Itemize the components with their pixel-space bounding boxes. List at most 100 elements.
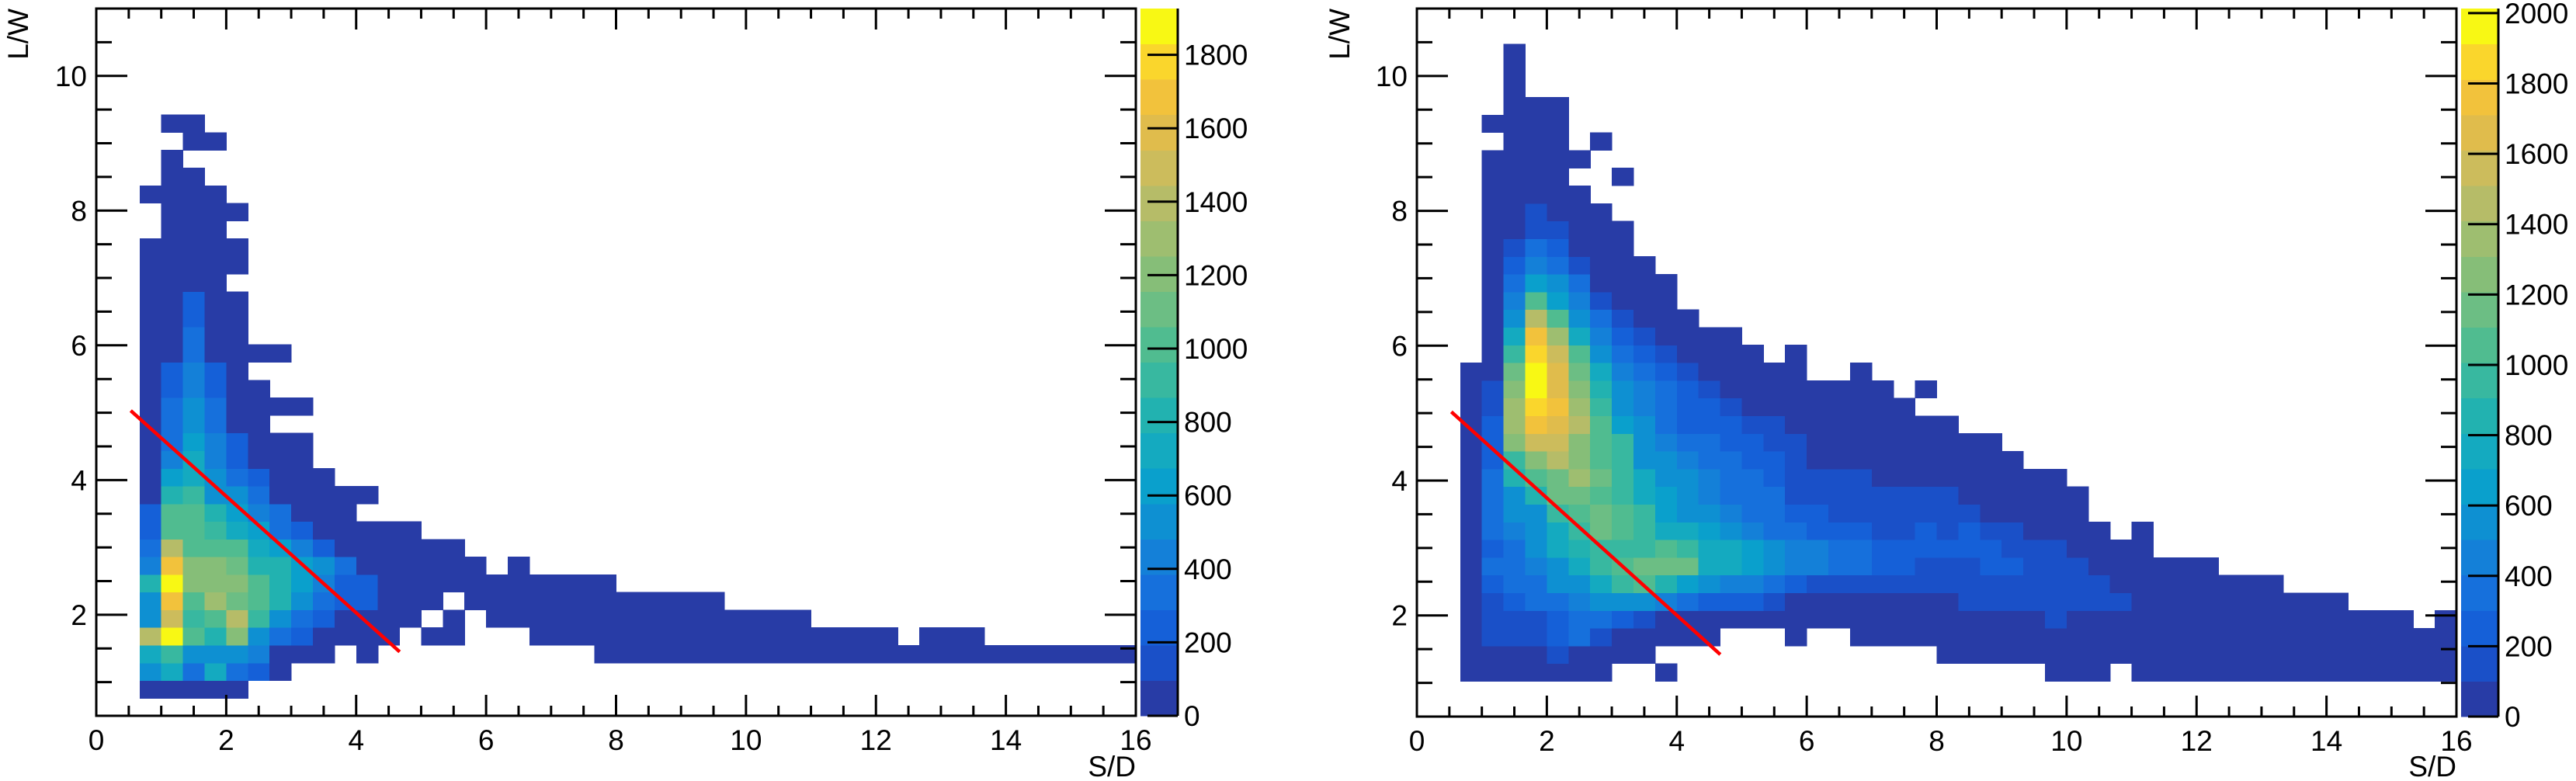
heatmap-bin [1676,592,1699,611]
heatmap-bin [1828,486,1851,505]
heatmap-bin [508,609,530,628]
heatmap-bin [161,609,184,628]
heatmap-bin [291,609,314,628]
heatmap-bin [1698,363,1721,381]
heatmap-bin [1525,309,1547,328]
heatmap-bin [399,521,422,540]
heatmap-bin [1785,522,1807,540]
heatmap-bin [2283,663,2306,682]
heatmap-bin [1568,645,1591,665]
heatmap-bin [139,450,162,469]
heatmap-bin [1785,468,1807,488]
heatmap-bin [1525,645,1547,665]
heatmap-bin [291,468,314,487]
heatmap-bin [2175,574,2197,593]
heatmap-bin [1698,451,1721,470]
heatmap-bin [248,662,270,682]
heatmap-bin [269,644,292,664]
heatmap-bin [1720,397,1742,416]
heatmap-bin [377,627,401,646]
heatmap-bin [1590,433,1613,452]
heatmap-bin [1763,468,1786,488]
heatmap-bin [1092,644,1115,664]
heatmap-bin [182,592,206,610]
heatmap-bin [529,592,552,610]
heatmap-bin [1612,256,1634,275]
heatmap-bin [1547,610,1569,629]
heatmap-bin [139,362,162,380]
heatmap-bin [1936,592,1959,611]
heatmap-bin [1547,203,1569,222]
colorbar-tick-label: 1000 [1184,333,1248,365]
heatmap-bin [1936,504,1959,522]
heatmap-bin [940,627,963,646]
heatmap-bin [1460,663,1483,682]
heatmap-bin [182,344,206,363]
colorbar-band [2461,256,2498,293]
heatmap-bin [1871,486,1894,505]
heatmap-bin [204,539,227,557]
heatmap-bin [1612,274,1634,293]
heatmap-bin [1828,415,1851,434]
heatmap-bin [226,397,248,416]
y-tick-label: 6 [71,330,87,362]
heatmap-bin [1633,540,1656,558]
heatmap-bin [1503,150,1526,168]
heatmap-bin [2023,557,2046,576]
heatmap-bin [161,521,184,540]
heatmap-bin [204,450,227,469]
heatmap-bin [2175,628,2197,647]
heatmap-bin [1547,168,1569,186]
heatmap-bin [248,592,270,610]
heatmap-bin [182,432,206,451]
heatmap-bin [1654,628,1678,647]
colorbar-band [1140,291,1178,328]
heatmap-bin [1612,468,1634,488]
heatmap-bin [139,326,162,345]
heatmap-bin [356,627,379,646]
heatmap-bin [161,203,184,221]
colorbar-tick-label: 200 [2505,630,2553,662]
heatmap-bin [1568,309,1591,328]
heatmap-bin [1547,557,1569,576]
heatmap-bin [1612,504,1634,522]
heatmap-bin [248,450,270,469]
heatmap-bin [226,592,248,610]
heatmap-bin [1936,628,1959,647]
heatmap-bin [1525,238,1547,257]
heatmap-bin [182,468,206,487]
heatmap-bin [1503,274,1526,293]
heatmap-bin [1114,644,1137,664]
heatmap-bin [2001,540,2024,558]
heatmap-bin [594,644,617,664]
heatmap-bin [1936,540,1959,558]
colorbar-band [1140,644,1178,682]
heatmap-bin [2001,522,2024,540]
colorbar-band [1140,680,1178,717]
heatmap-bin [1612,592,1634,611]
heatmap-bin [2283,610,2306,629]
heatmap-bin [1590,610,1613,629]
colorbar-band [2461,363,2498,399]
heatmap-bin [248,397,270,416]
heatmap-bin [1893,433,1916,452]
heatmap-bin [1720,592,1742,611]
heatmap-bin [139,273,162,292]
colorbar-band [2461,220,2498,257]
heatmap-bin [1720,415,1742,434]
heatmap-bin [1980,645,2002,665]
heatmap-bin [1547,415,1569,434]
heatmap-bin [464,574,487,593]
colorbar-tick-label: 1800 [1184,40,1248,71]
heatmap-bin [1915,522,1938,540]
heatmap-bin [1612,291,1634,311]
heatmap-bin [789,644,812,664]
heatmap-bin [832,644,855,664]
heatmap-bin [637,609,660,628]
heatmap-bin [1049,644,1071,664]
colorbar-tick-label: 1200 [1184,259,1248,291]
heatmap-bin [334,521,357,540]
heatmap-bin [356,485,379,505]
heatmap-bin [2435,610,2457,629]
heatmap-bin [204,627,227,646]
